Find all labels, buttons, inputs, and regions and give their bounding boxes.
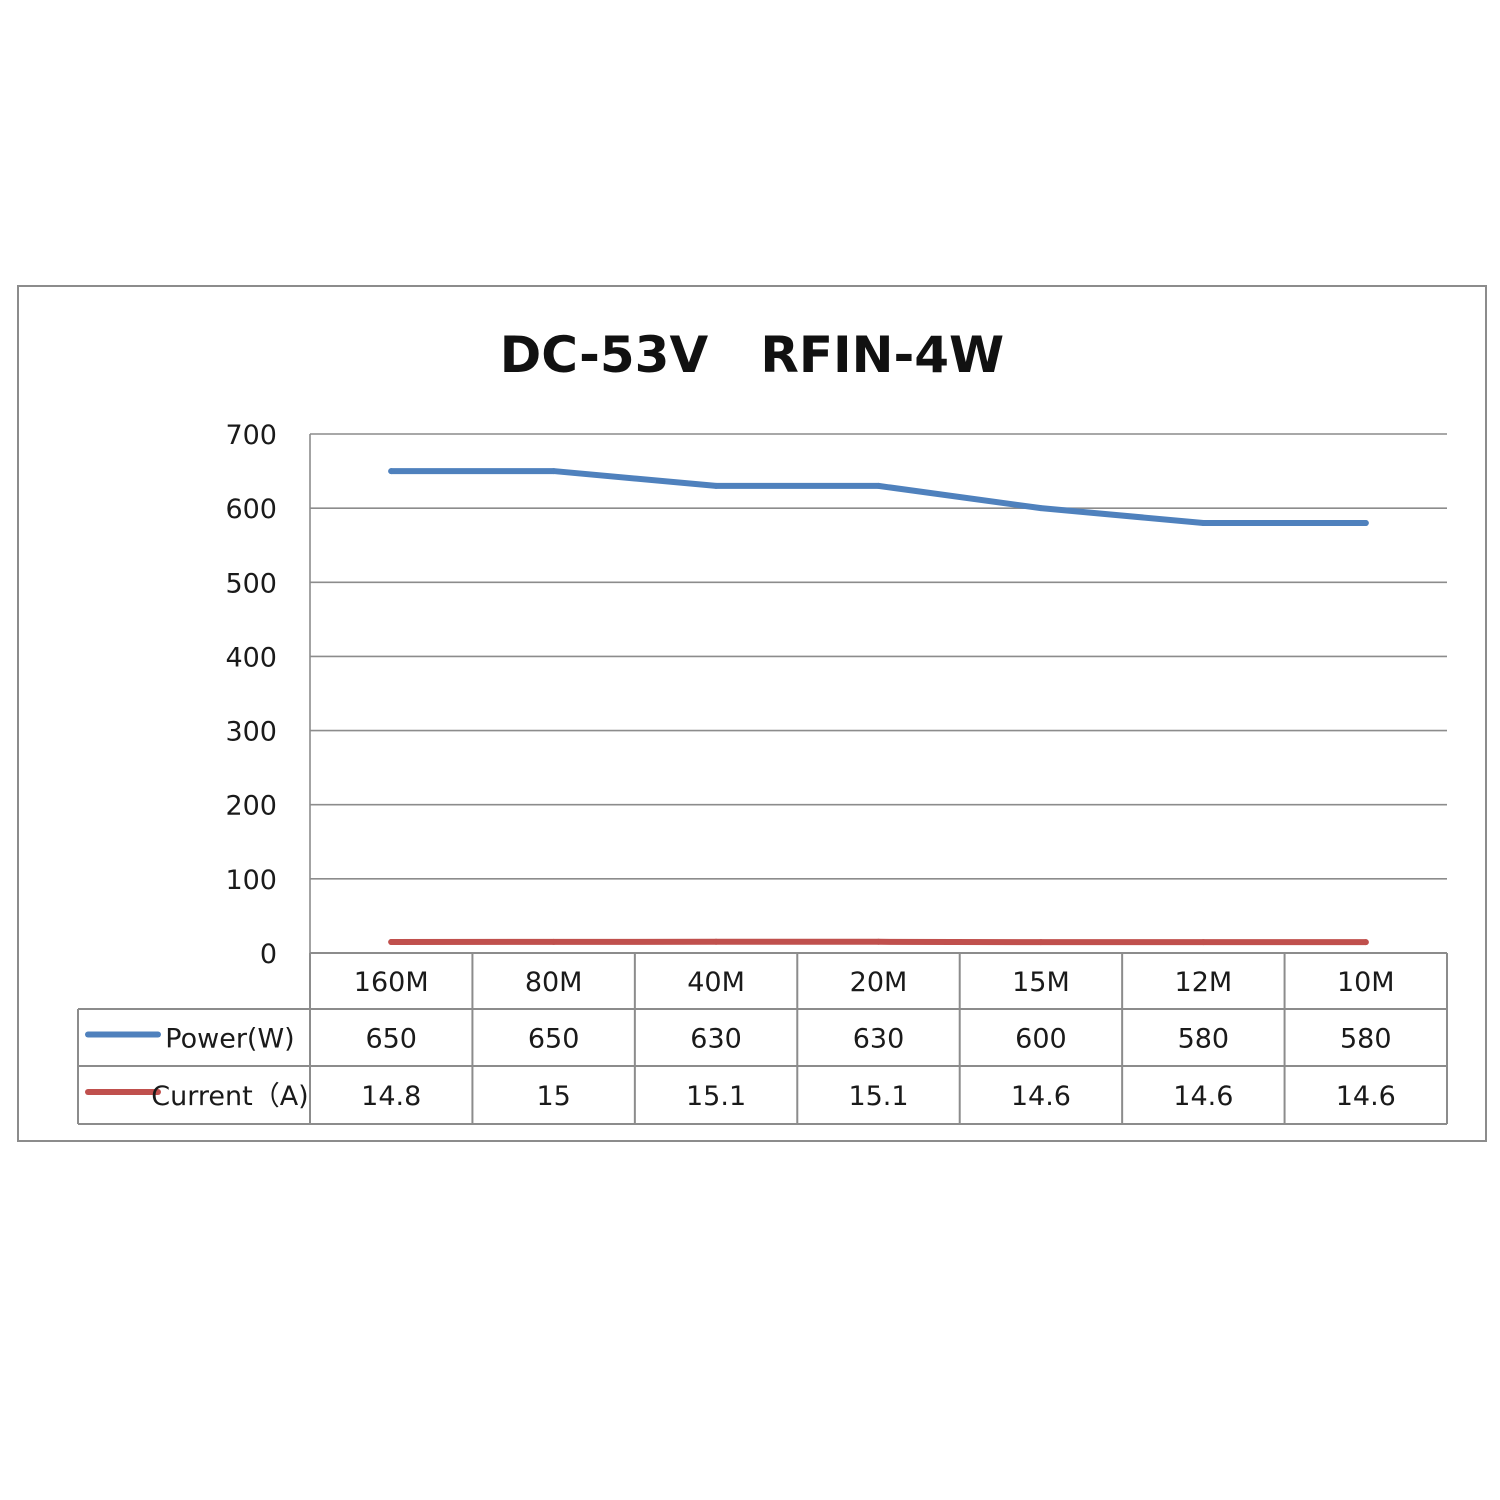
data-label: 14.6 [1336, 1081, 1396, 1112]
chart-title: DC-53V RFIN-4W [500, 326, 1004, 384]
data-table: 160M 80M 40M 20M 15M 12M 10M Power(W) 650 650 630 6… [77, 952, 1448, 1125]
y-tick-label: 200 [225, 791, 277, 822]
data-point [713, 482, 720, 489]
category-label: 40M [687, 967, 745, 998]
series-name: Current（A) [151, 1081, 308, 1112]
data-point [1200, 519, 1207, 526]
data-label: 14.8 [361, 1081, 421, 1112]
gridlines [309, 433, 1447, 953]
category-label: 10M [1337, 967, 1395, 998]
data-point [388, 468, 395, 475]
data-point [1037, 939, 1044, 946]
y-tick-label: 0 [260, 939, 277, 970]
data-label: 630 [690, 1024, 742, 1055]
y-tick-label: 100 [225, 865, 277, 896]
chart-frame [17, 285, 1487, 1142]
y-tick-label: 300 [225, 717, 277, 748]
data-label: 630 [853, 1024, 905, 1055]
data-point [875, 938, 882, 945]
data-label: 650 [528, 1024, 580, 1055]
series-lines [388, 468, 1369, 946]
category-label: 12M [1175, 967, 1233, 998]
y-tick-label: 500 [225, 568, 277, 599]
data-label: 580 [1340, 1024, 1392, 1055]
data-label: 15.1 [686, 1081, 746, 1112]
data-point [1362, 939, 1369, 946]
y-axis-ticks: 0 100 200 300 400 500 600 700 [225, 420, 277, 970]
data-point [1037, 505, 1044, 512]
data-label: 15 [536, 1081, 570, 1112]
category-label: 15M [1012, 967, 1070, 998]
data-point [1200, 939, 1207, 946]
category-label: 80M [525, 967, 583, 998]
data-point [550, 938, 557, 945]
data-point [713, 938, 720, 945]
data-label: 650 [365, 1024, 417, 1055]
series-name: Power(W) [165, 1024, 294, 1055]
data-point [875, 482, 882, 489]
data-point [1362, 519, 1369, 526]
category-label: 20M [850, 967, 908, 998]
category-label: 160M [354, 967, 429, 998]
data-label: 14.6 [1173, 1081, 1233, 1112]
data-label: 600 [1015, 1024, 1067, 1055]
data-label: 14.6 [1011, 1081, 1071, 1112]
y-tick-label: 700 [225, 420, 277, 451]
data-point [550, 468, 557, 475]
y-tick-label: 400 [225, 642, 277, 673]
data-label: 580 [1178, 1024, 1230, 1055]
data-point [388, 939, 395, 946]
y-tick-label: 600 [225, 494, 277, 525]
data-label: 15.1 [848, 1081, 908, 1112]
